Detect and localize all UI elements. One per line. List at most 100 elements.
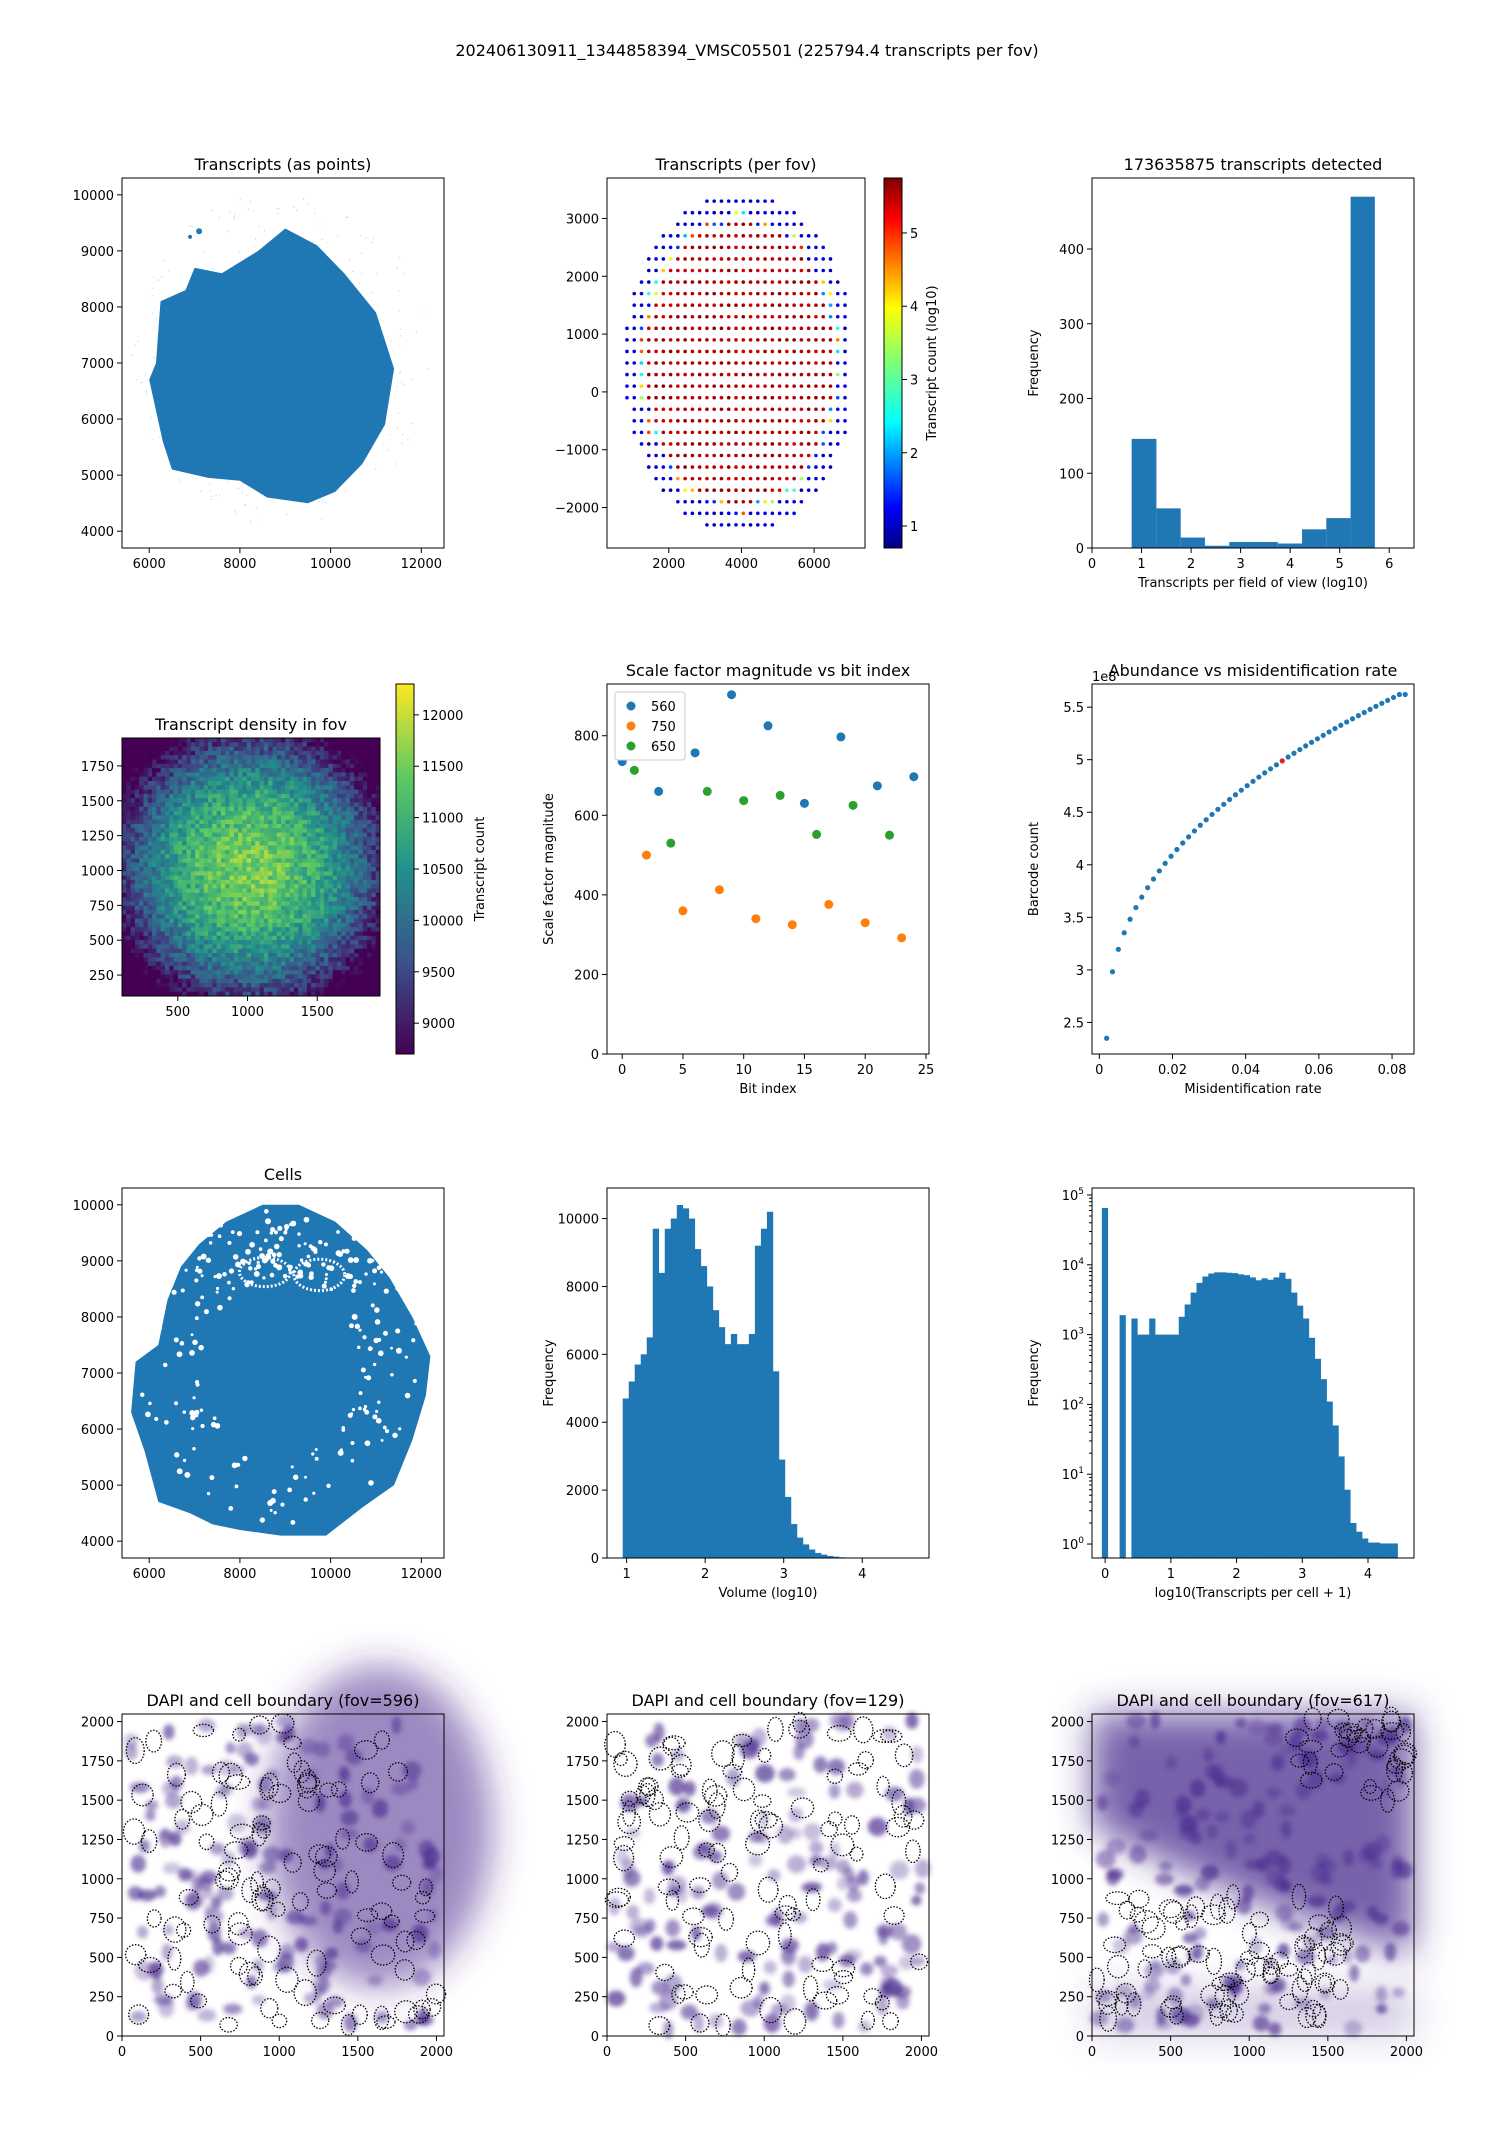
fov-point xyxy=(712,349,716,354)
density-cell xyxy=(139,897,144,902)
fov-point xyxy=(763,199,767,203)
sparse-transcript-point xyxy=(276,208,278,210)
density-cell xyxy=(139,879,144,885)
fov-point xyxy=(654,407,658,412)
density-cell xyxy=(263,879,269,885)
density-cell xyxy=(375,832,381,838)
density-cell xyxy=(229,798,235,803)
density-cell xyxy=(306,836,312,842)
density-cell xyxy=(186,772,192,778)
density-cell xyxy=(298,983,303,988)
density-cell xyxy=(147,879,153,885)
sparse-transcript-point xyxy=(235,513,237,515)
density-cell xyxy=(251,845,256,851)
fov-point xyxy=(690,407,695,412)
density-cell xyxy=(246,974,252,980)
density-cell xyxy=(306,763,312,769)
density-cell xyxy=(302,918,308,924)
density-cell xyxy=(139,845,144,851)
density-cell xyxy=(220,905,226,911)
density-cell xyxy=(289,957,295,962)
fov-point xyxy=(828,442,833,446)
density-cell xyxy=(354,824,359,829)
density-cell xyxy=(367,802,372,808)
density-cell xyxy=(324,910,329,915)
density-cell xyxy=(126,802,131,808)
density-cell xyxy=(203,875,209,881)
density-cell xyxy=(268,884,273,889)
density-cell xyxy=(367,858,372,864)
fov-point xyxy=(712,384,716,388)
density-cell xyxy=(276,845,282,851)
density-cell xyxy=(156,910,162,915)
density-cell xyxy=(298,978,303,984)
transcripts-per-fov-ytick-label: 2000 xyxy=(566,270,599,285)
density-cell xyxy=(311,965,316,971)
density-cell xyxy=(371,793,377,799)
density-cell xyxy=(186,948,192,954)
sparse-transcript-point xyxy=(375,468,377,470)
density-cell xyxy=(182,772,187,778)
density-cell xyxy=(319,746,325,752)
fov-point xyxy=(828,338,833,342)
density-cell xyxy=(122,763,127,769)
density-cell xyxy=(302,854,308,859)
density-cell xyxy=(328,879,334,885)
density-cell xyxy=(152,759,157,765)
density-cell xyxy=(375,888,381,894)
density-cell xyxy=(195,931,200,937)
density-cell xyxy=(225,944,230,950)
density-cell xyxy=(272,901,278,907)
fov-point xyxy=(835,419,840,423)
density-cell xyxy=(251,781,256,786)
density-cell xyxy=(182,781,187,786)
density-cell xyxy=(233,832,239,838)
fov-point xyxy=(632,361,637,365)
fov-point xyxy=(756,488,760,492)
density-cell xyxy=(375,828,381,833)
density-cell xyxy=(294,965,299,971)
density-fov-ytick-label: 1500 xyxy=(81,795,114,810)
sparse-transcript-point xyxy=(318,500,320,503)
density-cell xyxy=(152,867,157,872)
density-cell xyxy=(332,884,338,889)
density-cell xyxy=(354,961,359,967)
fov-point xyxy=(683,245,687,250)
fov-point xyxy=(770,268,775,273)
density-cell xyxy=(126,927,131,932)
density-cell xyxy=(311,845,316,851)
density-cell xyxy=(199,871,205,876)
fov-point xyxy=(792,407,796,412)
fov-point xyxy=(632,326,637,331)
density-cell xyxy=(289,858,295,864)
scale-point-560 xyxy=(763,721,773,731)
density-cell xyxy=(349,884,355,889)
density-cell xyxy=(319,819,325,825)
sparse-transcript-point xyxy=(277,212,279,215)
fov-point xyxy=(799,419,804,423)
density-cell xyxy=(182,987,187,993)
density-cell xyxy=(139,802,144,808)
fov-point xyxy=(719,349,724,354)
density-cell xyxy=(358,970,364,975)
density-cell xyxy=(311,811,316,816)
density-cell xyxy=(139,815,144,821)
density-cell xyxy=(259,914,265,919)
density-cell xyxy=(328,832,334,838)
fov-point xyxy=(741,384,746,388)
density-cell xyxy=(289,871,295,876)
fov-point xyxy=(668,395,673,400)
density-cell xyxy=(156,970,162,975)
density-cell xyxy=(362,910,368,915)
density-cell xyxy=(337,879,342,885)
fov-point xyxy=(719,338,724,342)
fov-point xyxy=(777,326,782,331)
fov-point xyxy=(683,465,687,469)
density-cell xyxy=(362,970,368,975)
density-cell xyxy=(177,824,183,829)
fov-point xyxy=(676,361,680,365)
density-cell xyxy=(212,742,217,747)
density-cell xyxy=(281,781,286,786)
density-cell xyxy=(324,815,329,821)
density-cell xyxy=(208,815,213,821)
